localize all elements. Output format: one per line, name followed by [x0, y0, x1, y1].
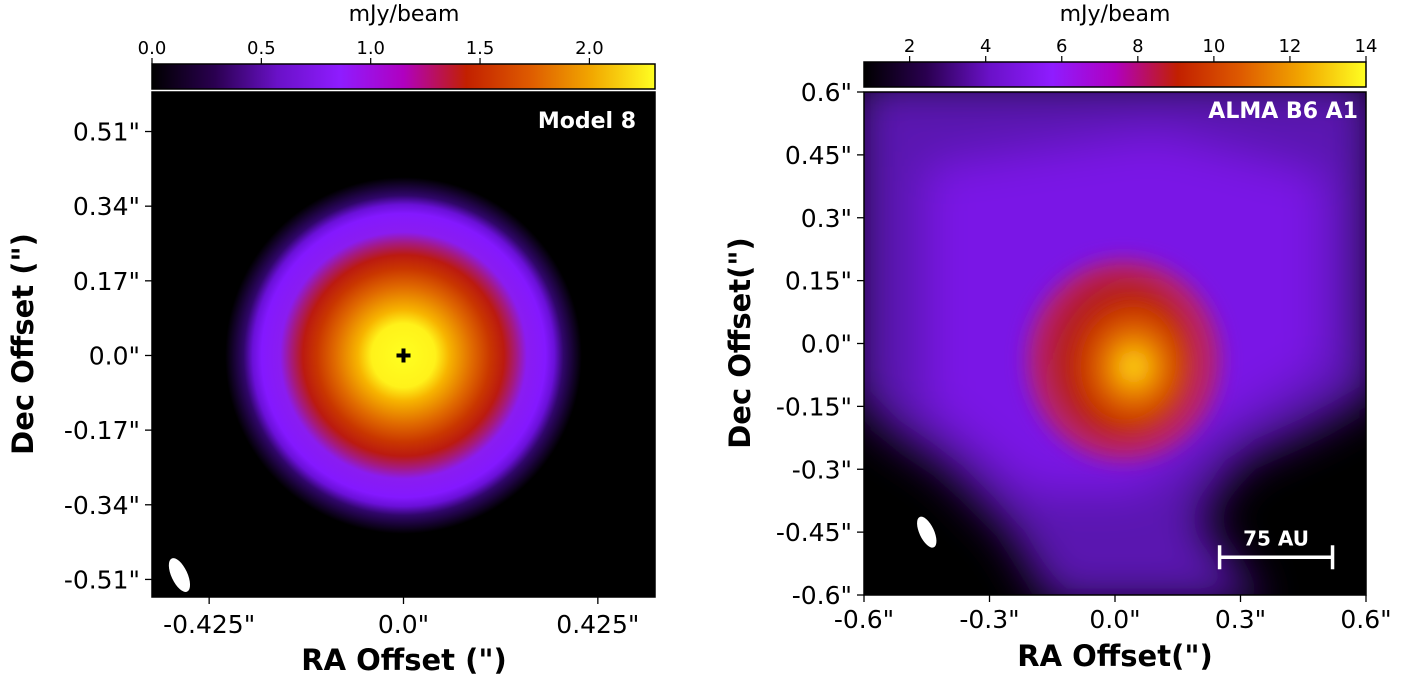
alma-x-axis-label: RA Offset(") — [1017, 639, 1212, 673]
alma-colorbar — [863, 61, 1367, 88]
colorbar-tick-label: 14 — [1355, 36, 1378, 57]
center-cross-marker — [396, 348, 411, 363]
colorbar-tick-label: 0.0 — [138, 38, 167, 59]
y-tick-label: 0.0" — [801, 330, 852, 359]
y-tick-label: -0.6" — [792, 581, 852, 610]
y-tick-label: 0.17" — [73, 267, 140, 296]
alma-x-ticks: -0.6" -0.3" 0.0" 0.3" 0.6" — [834, 595, 1392, 634]
colorbar-tick-label: 8 — [1132, 36, 1143, 57]
x-tick-label: -0.3" — [959, 605, 1019, 634]
y-tick-label: 0.0" — [89, 341, 140, 370]
y-tick-label: 0.51" — [73, 118, 140, 147]
alma-panel-label: ALMA B6 A1 — [1208, 99, 1358, 124]
alma-core — [1046, 274, 1198, 442]
colorbar-tick-label: 0.5 — [247, 38, 276, 59]
y-tick-label: 0.34" — [73, 192, 140, 221]
y-tick-label: -0.17" — [64, 416, 140, 445]
y-tick-label: 0.15" — [785, 267, 852, 296]
alma-emission — [864, 92, 1366, 595]
model-panel: mJy/beam 0.0 0.5 1.0 1.5 2.0 Model 8 -0.425"… — [6, 2, 656, 677]
alma-y-axis-label: Dec Offset(") — [723, 237, 757, 449]
model-panel-label: Model 8 — [538, 109, 636, 134]
colorbar-tick-label: 2.0 — [575, 38, 604, 59]
y-tick-label: 0.3" — [801, 204, 852, 233]
alma-y-ticks: -0.6" -0.45" -0.3" -0.15" 0.0" 0.15" 0.3" 0.45"… — [776, 78, 864, 610]
alma-colorbar-ticks: 2 4 6 8 10 12 14 — [904, 36, 1378, 62]
model-y-ticks: -0.51" -0.34" -0.17" 0.0" 0.17" 0.34" 0.51" — [64, 118, 152, 594]
colorbar-tick-label: 10 — [1202, 36, 1225, 57]
y-tick-label: -0.51" — [64, 565, 140, 594]
x-tick-label: -0.425" — [163, 610, 255, 639]
x-tick-label: 0.0" — [378, 610, 429, 639]
scale-bar — [1217, 545, 1335, 570]
colorbar-tick-label: 6 — [1056, 36, 1067, 57]
y-tick-label: -0.3" — [792, 455, 852, 484]
colorbar-tick-label: 1.0 — [356, 38, 385, 59]
x-tick-label: 0.425" — [556, 610, 639, 639]
colorbar-tick-label: 12 — [1278, 36, 1301, 57]
y-tick-label: 0.6" — [801, 78, 852, 107]
colorbar-tick-label: 2 — [904, 36, 915, 57]
y-tick-label: 0.45" — [785, 141, 852, 170]
model-colorbar-label: mJy/beam — [349, 2, 460, 27]
alma-colorbar-label: mJy/beam — [1060, 2, 1171, 27]
x-tick-label: 0.6" — [1340, 605, 1391, 634]
model-y-axis-label: Dec Offset (") — [6, 233, 40, 455]
alma-panel: mJy/beam 2 4 6 8 10 12 14 ALMA B6 A1 75 AU -0.… — [723, 2, 1392, 673]
x-tick-label: -0.6" — [834, 605, 894, 634]
model-x-ticks: -0.425" 0.0" 0.425" — [163, 597, 639, 639]
colorbar-tick-label: 1.5 — [466, 38, 495, 59]
model-x-axis-label: RA Offset (") — [301, 643, 507, 677]
y-tick-label: -0.34" — [64, 491, 140, 520]
model-colorbar — [151, 63, 656, 90]
alma-beam-ellipse — [917, 516, 937, 548]
y-tick-label: -0.45" — [776, 518, 852, 547]
model-colorbar-ticks: 0.0 0.5 1.0 1.5 2.0 — [138, 38, 604, 64]
colorbar-tick-label: 4 — [980, 36, 991, 57]
x-tick-label: 0.3" — [1215, 605, 1266, 634]
model-beam-ellipse — [168, 558, 191, 592]
scale-bar-label: 75 AU — [1243, 526, 1309, 550]
x-tick-label: 0.0" — [1089, 605, 1140, 634]
y-tick-label: -0.15" — [776, 392, 852, 421]
